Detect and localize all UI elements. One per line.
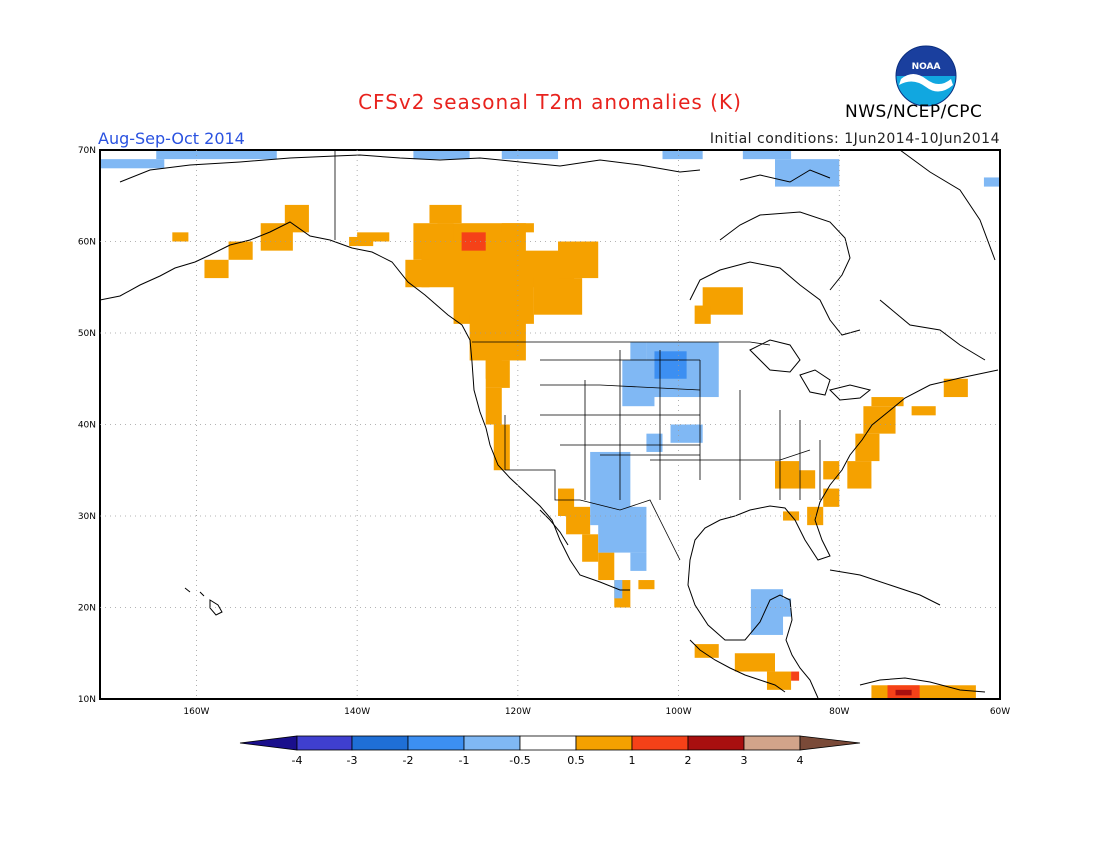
anomaly-cell (654, 351, 687, 379)
political-borders (334, 150, 821, 561)
lat-tick-label: 30N (78, 512, 96, 522)
anomaly-cell (775, 159, 840, 187)
colorbar-tick-label: -3 (347, 754, 358, 767)
anomaly-cell (895, 689, 912, 696)
lon-tick-label: 160W (183, 707, 209, 717)
colorbar-tick-label: 0.5 (567, 754, 585, 767)
anomaly-cell (413, 150, 470, 160)
colorbar-segment (351, 735, 409, 751)
colorbar-segment (743, 735, 801, 751)
anomaly-cell (204, 259, 229, 279)
lat-tick-label: 40N (78, 421, 96, 431)
anomaly-cell (228, 241, 253, 260)
lon-tick-label: 80W (829, 707, 849, 717)
lat-tick-label: 20N (78, 604, 96, 614)
colorbar-segment (687, 735, 745, 751)
anomaly-cell (533, 278, 583, 315)
colorbar-segment (519, 735, 577, 751)
anomaly-cell (823, 461, 840, 480)
anomaly-cell (694, 644, 719, 658)
colorbar-tick-label: 3 (741, 754, 748, 767)
colorbar-segment (575, 735, 633, 751)
colorbar-tick-label: -1 (459, 754, 470, 767)
anomaly-cell (823, 488, 840, 507)
anomaly-cell (943, 378, 968, 398)
anomaly-cell (598, 552, 615, 581)
anomaly-cell (566, 506, 591, 535)
gridlines (100, 150, 1000, 699)
anomaly-cell (855, 433, 880, 462)
anomaly-cell (558, 241, 599, 279)
anomaly-cell (172, 232, 189, 242)
colorbar-high-arrow (799, 735, 861, 751)
colorbar-tick-label: -2 (403, 754, 414, 767)
noaa-logo-text: NOAA (912, 62, 941, 72)
colorbar-tick-label: -0.5 (509, 754, 530, 767)
anomaly-cell (871, 685, 976, 699)
colorbar-low-arrow (239, 735, 298, 751)
anomaly-cell (911, 406, 936, 416)
anomaly-cell (429, 204, 462, 224)
anomaly-cell (485, 387, 502, 425)
anomaly-cell (742, 150, 792, 160)
anomaly-cell (501, 223, 534, 233)
anomaly-cell (791, 671, 800, 681)
anomaly-cell (100, 159, 165, 169)
lat-tick-label: 10N (78, 695, 96, 705)
anomaly-cell (156, 150, 277, 160)
lat-tick-label: 70N (78, 146, 96, 156)
lon-tick-label: 100W (666, 707, 692, 717)
lon-tick-label: 140W (344, 707, 370, 717)
anomaly-cell (461, 232, 486, 251)
colorbar-segment (463, 735, 521, 751)
anomaly-cell (871, 397, 904, 407)
noaa-logo: NOAA (895, 45, 957, 107)
anomaly-cell (734, 653, 775, 672)
anomaly-cell (630, 552, 647, 571)
anomaly-cell (646, 433, 663, 452)
anomaly-cell (799, 470, 816, 489)
anomaly-cell (847, 461, 872, 489)
anomaly-cell (983, 177, 1000, 187)
anomaly-cell (775, 461, 800, 489)
anomaly-cell (349, 236, 374, 247)
anomaly-cell (437, 223, 454, 242)
colorbar-tick-label: 2 (685, 754, 692, 767)
anomaly-cell (630, 342, 647, 388)
lat-tick-label: 60N (78, 238, 96, 248)
anomaly-cell (260, 223, 293, 251)
colorbar: -4 -3 -2 -1 -0.5 0.5 1 2 3 4 (239, 735, 861, 767)
anomaly-cell (501, 150, 559, 160)
anomaly-cell (670, 424, 703, 443)
anomaly-cell (766, 671, 792, 690)
anomaly-cell (598, 506, 647, 553)
colorbar-tick-label: -4 (292, 754, 303, 767)
anomaly-cell (662, 150, 703, 160)
colorbar-segment (631, 735, 689, 751)
period-label: Aug-Sep-Oct 2014 (98, 129, 245, 148)
initial-conditions-label: Initial conditions: 1Jun2014-10Jun2014 (709, 131, 1000, 147)
coastlines (99, 149, 999, 699)
colorbar-segment (407, 735, 465, 751)
anomaly-cell (493, 424, 510, 471)
anomaly-cell (775, 598, 792, 617)
colorbar-tick-label: 1 (629, 754, 636, 767)
anomaly-cells (100, 150, 1000, 699)
anomaly-cell (638, 580, 655, 590)
colorbar-tick-label: 4 (797, 754, 804, 767)
lat-tick-label: 50N (78, 329, 96, 339)
lon-tick-label: 120W (505, 707, 531, 717)
map-title: CFSv2 seasonal T2m anomalies (K) (358, 90, 742, 114)
anomaly-cell (694, 305, 711, 324)
anomaly-cell (582, 534, 599, 562)
agency-label: NWS/NCEP/CPC (845, 102, 983, 122)
lon-tick-label: 60W (990, 707, 1010, 717)
lon-tick-labels: 160W 140W 120W 100W 80W 60W (183, 707, 1010, 717)
colorbar-segment (296, 735, 353, 751)
lat-tick-labels: 70N 60N 50N 40N 30N 20N 10N (78, 146, 96, 705)
